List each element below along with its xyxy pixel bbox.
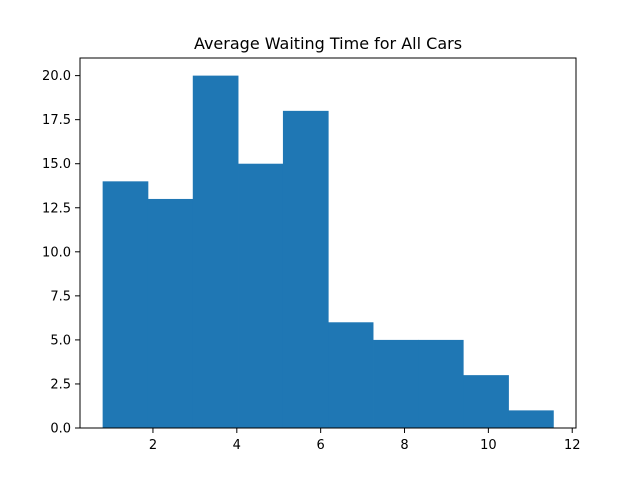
- histogram-bar-3: [192, 75, 239, 428]
- histogram-bar-9: [463, 375, 509, 428]
- y-tick-label: 15.0: [42, 157, 71, 172]
- histogram-bar-5: [282, 110, 329, 428]
- x-tick-label: 2: [149, 438, 157, 453]
- x-tick-label: 6: [317, 438, 325, 453]
- chart-title: Average Waiting Time for All Cars: [194, 34, 462, 53]
- x-tick-label: 12: [564, 438, 581, 453]
- histogram-bar-1: [102, 181, 149, 428]
- y-tick-label: 0.0: [50, 422, 71, 437]
- x-tick-label: 4: [233, 438, 241, 453]
- histogram-bar-2: [147, 198, 194, 428]
- y-tick-label: 7.5: [50, 289, 71, 304]
- x-tick-label: 10: [480, 438, 497, 453]
- histogram-bar-4: [238, 163, 284, 428]
- y-tick-label: 12.5: [42, 201, 71, 216]
- x-tick-label: 8: [400, 438, 408, 453]
- y-tick-label: 10.0: [42, 245, 71, 260]
- y-tick-label: 20.0: [42, 69, 71, 84]
- histogram-bar-8: [418, 339, 464, 428]
- histogram-bar-7: [373, 339, 419, 428]
- y-tick-label: 5.0: [50, 333, 71, 348]
- plot-frame: [79, 57, 577, 429]
- y-axis-ticks: 0.0 2.5 5.0 7.5 10.0 12.5 15.0 17.5 20.0: [42, 69, 80, 437]
- histogram-bar-10: [508, 410, 554, 428]
- x-axis-ticks: 2 4 6 8 10 12: [149, 428, 581, 453]
- bars-group: [102, 75, 554, 428]
- histogram-bar-6: [328, 322, 374, 428]
- y-tick-label: 17.5: [42, 113, 71, 128]
- y-tick-label: 2.5: [50, 377, 71, 392]
